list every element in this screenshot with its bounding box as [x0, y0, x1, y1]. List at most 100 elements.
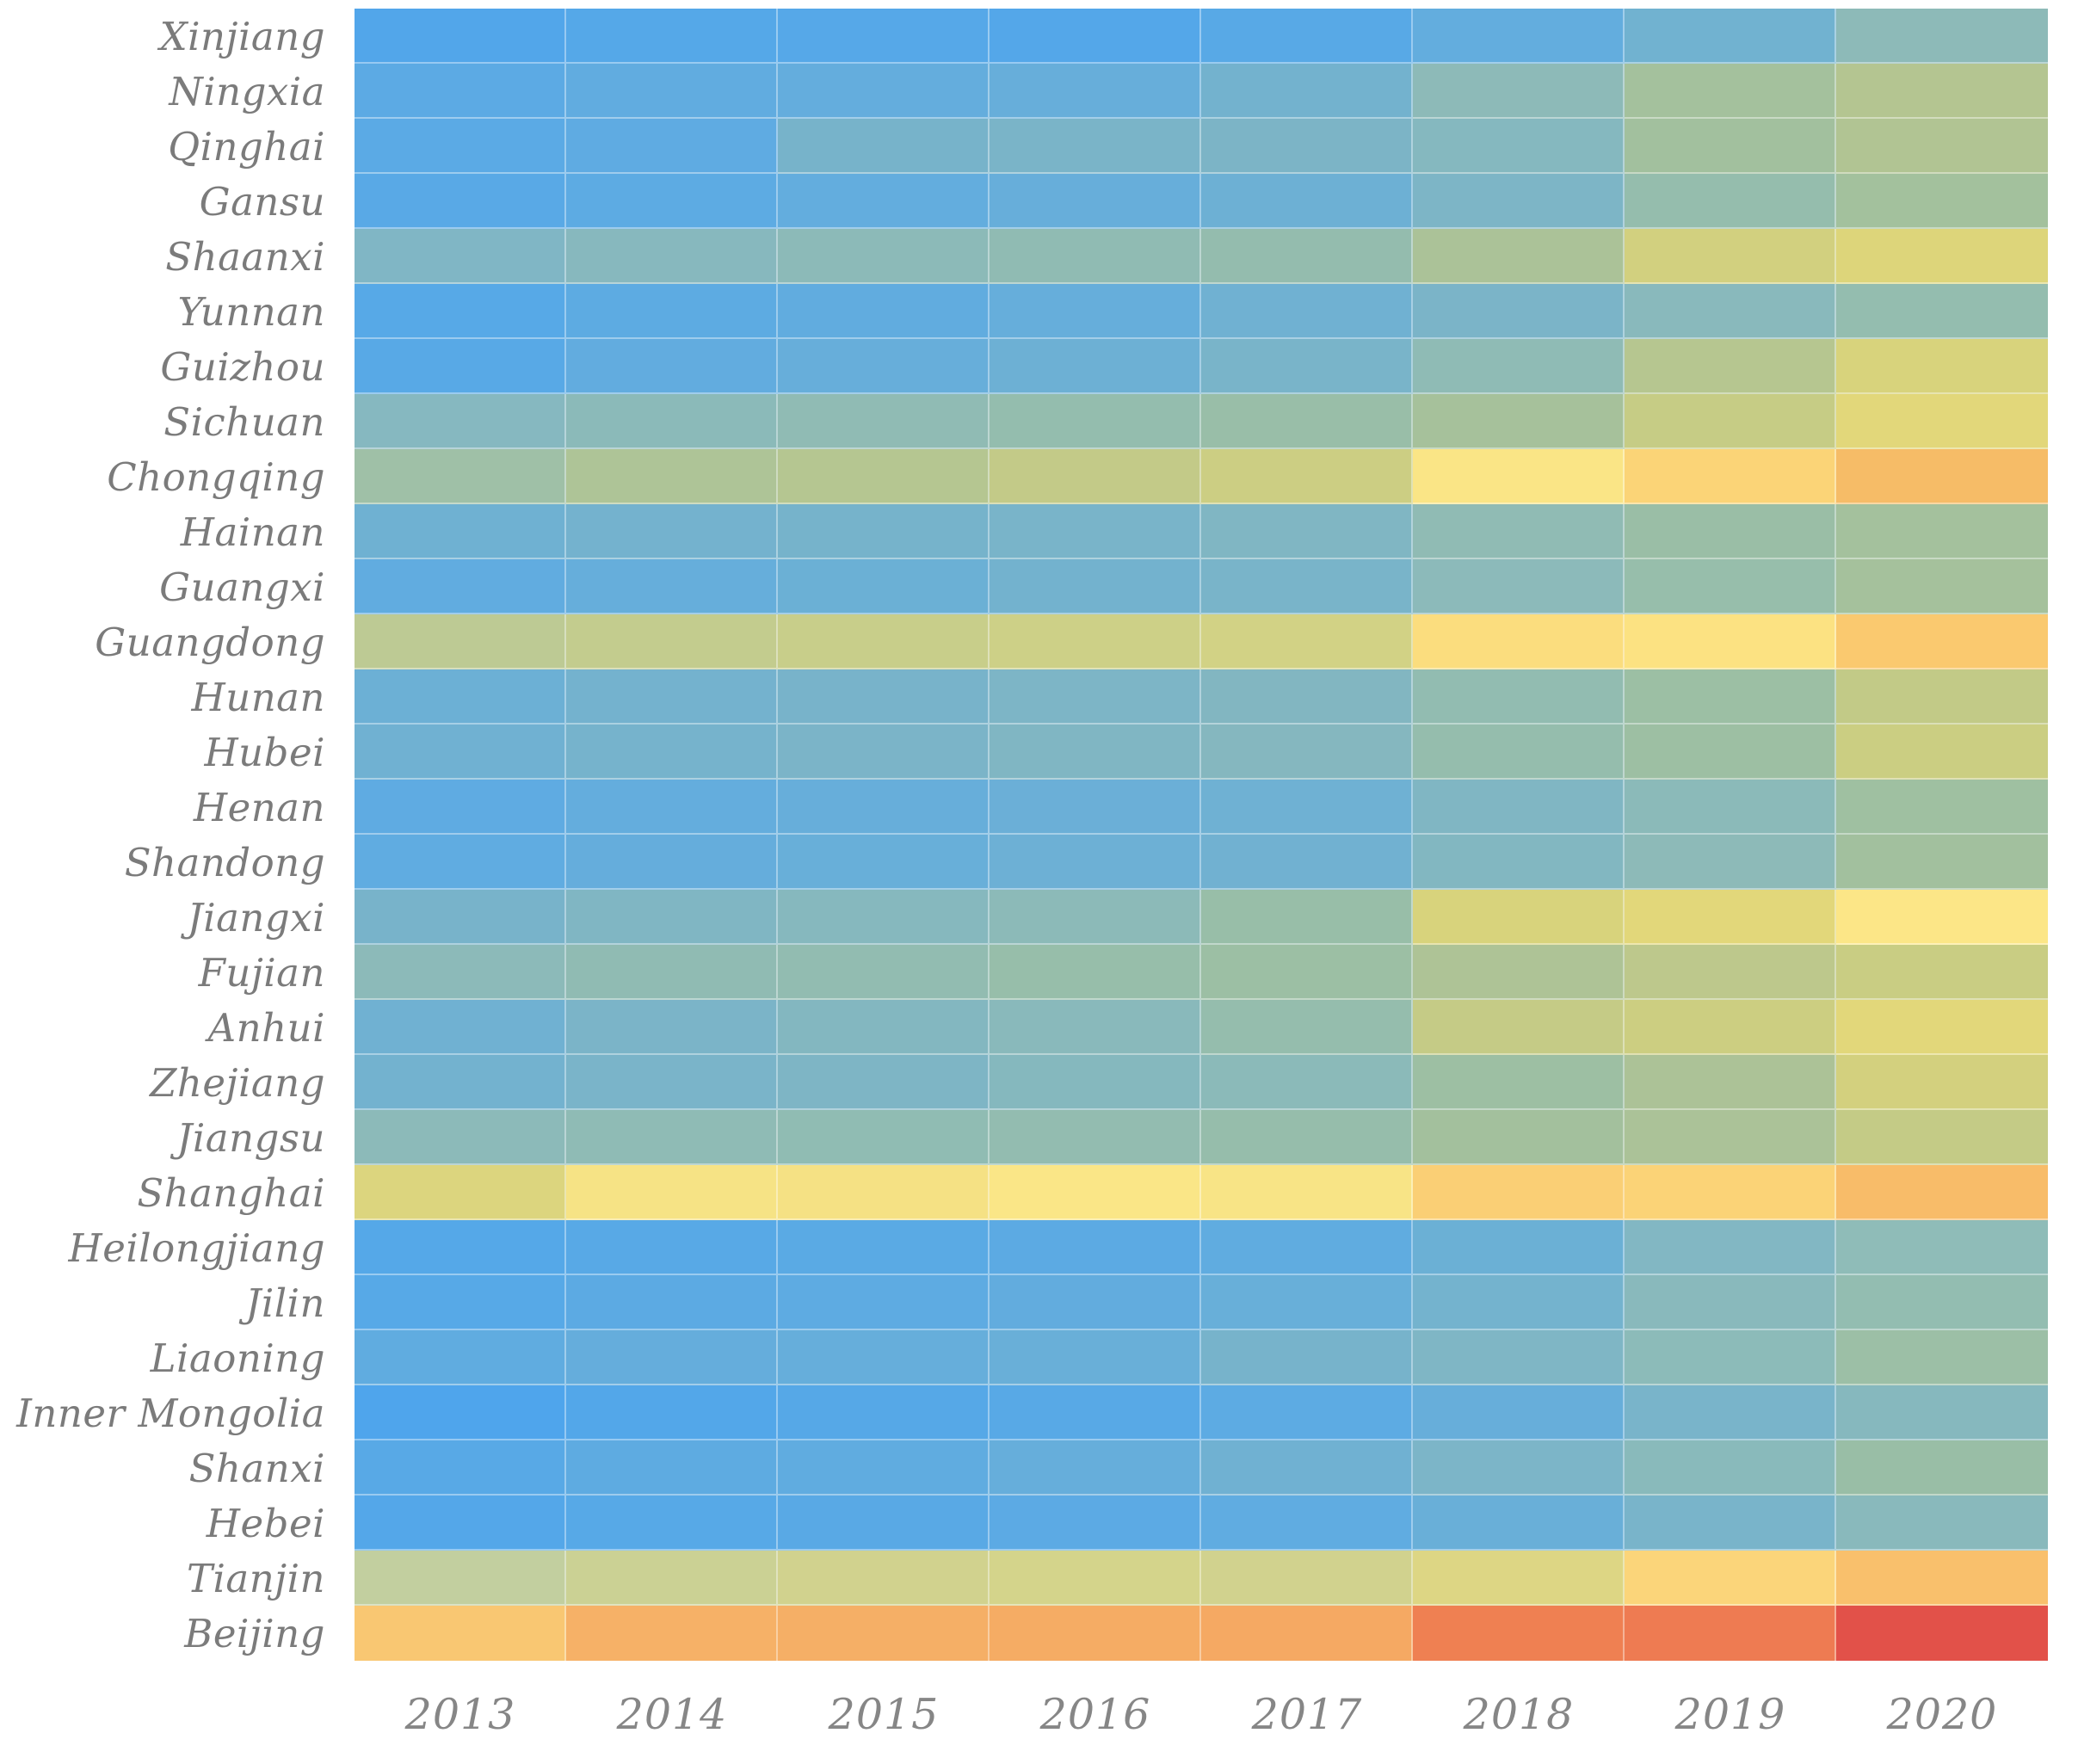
heatmap-cell	[990, 1440, 1201, 1496]
heatmap-cell	[1201, 64, 1413, 119]
heatmap-cell	[1201, 1220, 1413, 1275]
heatmap-cell	[566, 174, 778, 229]
heatmap-cell	[1201, 174, 1413, 229]
heatmap-cell	[1413, 725, 1625, 780]
heatmap-cell	[1413, 945, 1625, 1000]
heatmap-cell	[1625, 669, 1836, 725]
y-tick-label: Anhui	[207, 1004, 325, 1051]
heatmap-cell	[1413, 1220, 1625, 1275]
x-tick-label: 2018	[1463, 1690, 1575, 1739]
heatmap-cell	[1201, 1496, 1413, 1551]
heatmap-cell	[990, 339, 1201, 394]
heatmap-cell	[355, 835, 566, 890]
heatmap-cell	[1201, 945, 1413, 1000]
heatmap-cell	[778, 1330, 990, 1385]
heatmap-cell	[566, 64, 778, 119]
heatmap-cell	[778, 449, 990, 504]
heatmap-cell	[1201, 504, 1413, 559]
y-tick-label: Chongqing	[107, 453, 325, 500]
heatmap-cell	[1201, 284, 1413, 339]
heatmap-cell	[778, 1275, 990, 1330]
heatmap-cell	[1836, 119, 2048, 174]
heatmap-cell	[1836, 1110, 2048, 1165]
x-tick-label: 2017	[1251, 1690, 1363, 1739]
heatmap-cell	[1836, 1440, 2048, 1496]
heatmap-cell	[1413, 780, 1625, 835]
heatmap-cell	[990, 1220, 1201, 1275]
y-tick-label: Gansu	[199, 178, 325, 225]
heatmap-cell	[355, 725, 566, 780]
y-tick-label: Fujian	[198, 949, 325, 996]
heatmap-cell	[990, 1275, 1201, 1330]
y-tick-label: Hunan	[191, 674, 325, 720]
heatmap-cell	[566, 614, 778, 669]
heatmap-cell	[990, 174, 1201, 229]
heatmap-cell	[990, 1551, 1201, 1606]
heatmap-cell	[990, 725, 1201, 780]
heatmap-cell	[1836, 669, 2048, 725]
heatmap-cell	[1201, 1330, 1413, 1385]
heatmap-cell	[1625, 449, 1836, 504]
heatmap-cell	[1201, 1000, 1413, 1055]
heatmap-cell	[1413, 1110, 1625, 1165]
heatmap-cell	[1413, 835, 1625, 890]
heatmap-cell	[1625, 339, 1836, 394]
heatmap-cell	[1836, 945, 2048, 1000]
heatmap-cell	[355, 64, 566, 119]
heatmap-cell	[778, 119, 990, 174]
y-tick-label: Jiangsu	[176, 1114, 325, 1161]
heatmap-cell	[355, 119, 566, 174]
heatmap-cell	[566, 1440, 778, 1496]
heatmap-cell	[1836, 9, 2048, 64]
heatmap-cell	[990, 1110, 1201, 1165]
heatmap-cell	[1625, 504, 1836, 559]
heatmap-cell	[778, 229, 990, 284]
heatmap-grid	[355, 9, 2048, 1661]
heatmap-cell	[355, 1055, 566, 1110]
heatmap-cell	[355, 1385, 566, 1440]
heatmap-cell	[1413, 1165, 1625, 1220]
heatmap-cell	[1413, 1330, 1625, 1385]
heatmap-cell	[1625, 394, 1836, 449]
heatmap-cell	[778, 1496, 990, 1551]
heatmap-cell	[778, 780, 990, 835]
heatmap-cell	[1625, 1220, 1836, 1275]
heatmap-cell	[990, 9, 1201, 64]
heatmap-cell	[355, 945, 566, 1000]
heatmap-cell	[1413, 449, 1625, 504]
heatmap-cell	[355, 1606, 566, 1661]
heatmap-cell	[1413, 64, 1625, 119]
heatmap-cell	[355, 1275, 566, 1330]
heatmap-cell	[1625, 1496, 1836, 1551]
heatmap-cell	[1201, 559, 1413, 614]
y-tick-label: Jiangxi	[187, 894, 325, 941]
y-tick-label: Xinjiang	[159, 13, 325, 59]
y-tick-label: Shanghai	[137, 1169, 325, 1216]
heatmap-cell	[1625, 835, 1836, 890]
heatmap-cell	[1836, 174, 2048, 229]
heatmap-cell	[1836, 1055, 2048, 1110]
heatmap-cell	[566, 559, 778, 614]
heatmap-cell	[1201, 614, 1413, 669]
heatmap-cell	[566, 669, 778, 725]
heatmap-cell	[566, 9, 778, 64]
heatmap-cell	[990, 1330, 1201, 1385]
heatmap-cell	[1201, 890, 1413, 945]
y-tick-label: Qinghai	[168, 123, 325, 170]
heatmap-cell	[355, 1220, 566, 1275]
heatmap-cell	[1625, 9, 1836, 64]
heatmap-cell	[1413, 1496, 1625, 1551]
heatmap-cell	[1413, 119, 1625, 174]
heatmap-cell	[1836, 725, 2048, 780]
heatmap-cell	[1836, 1551, 2048, 1606]
heatmap-cell	[1836, 229, 2048, 284]
heatmap-cell	[1836, 1275, 2048, 1330]
heatmap-cell	[355, 890, 566, 945]
heatmap-cell	[778, 504, 990, 559]
heatmap-cell	[1413, 669, 1625, 725]
heatmap-cell	[355, 614, 566, 669]
heatmap-cell	[566, 449, 778, 504]
heatmap-cell	[355, 1000, 566, 1055]
heatmap-cell	[990, 780, 1201, 835]
heatmap-cell	[355, 1330, 566, 1385]
